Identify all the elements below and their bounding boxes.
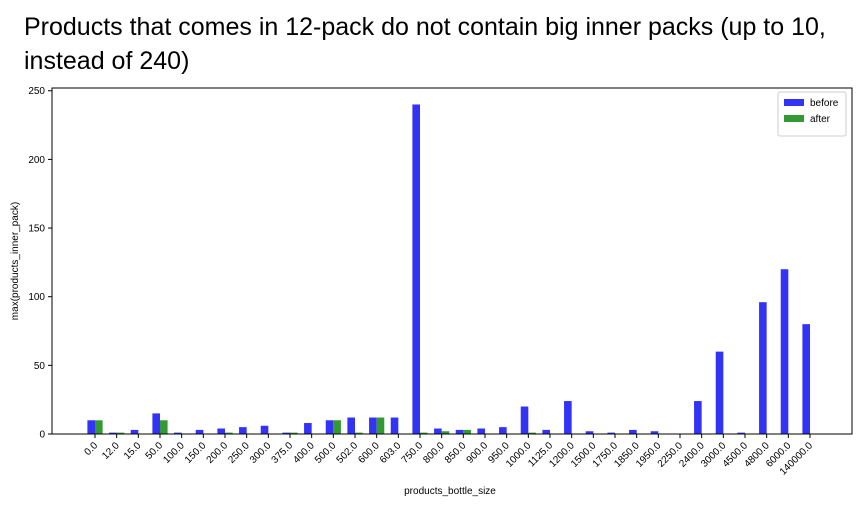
y-tick-label: 50 (34, 361, 46, 372)
x-tick-label: 200.0 (205, 440, 231, 466)
legend-label: before (810, 98, 839, 109)
y-tick-label: 250 (28, 86, 45, 97)
bar (116, 432, 125, 434)
x-tick-label: 603.0 (378, 440, 404, 466)
x-tick-label: 100.0 (161, 440, 187, 466)
bar (195, 429, 204, 434)
bar (629, 429, 637, 434)
x-tick-label: 150.0 (183, 440, 209, 466)
x-tick-label: 0.0 (83, 440, 101, 458)
bar (420, 432, 428, 434)
bar (412, 104, 420, 434)
bar (347, 417, 355, 434)
bar (650, 431, 659, 434)
bar (463, 429, 471, 434)
x-tick-label: 850.0 (443, 440, 469, 466)
bar (759, 302, 767, 434)
bar (520, 406, 529, 434)
bar (694, 401, 702, 434)
x-axis-label: products_bottle_size (404, 486, 496, 497)
bar (160, 420, 168, 434)
bar (802, 324, 810, 434)
bar (780, 269, 789, 434)
bar (325, 420, 334, 434)
bar (499, 427, 507, 434)
bar (109, 432, 117, 434)
y-tick-label: 150 (28, 224, 45, 235)
bar (390, 417, 399, 434)
bar (542, 429, 550, 434)
bar (95, 420, 103, 434)
bar (441, 431, 450, 434)
bar (477, 428, 485, 434)
x-tick-label: 500.0 (313, 440, 339, 466)
bar (174, 432, 182, 434)
chart-title: Products that comes in 12-pack do not co… (24, 13, 826, 75)
bar (260, 425, 269, 434)
x-tick-label: 400.0 (291, 440, 317, 466)
legend-label: after (810, 114, 831, 125)
plot-frame (51, 87, 853, 435)
bar (225, 432, 233, 434)
bar (130, 429, 139, 434)
y-axis-label: max(products_inner_pack) (10, 202, 21, 320)
x-tick-label: 300.0 (248, 440, 274, 466)
legend-swatch (784, 99, 804, 106)
bar (715, 351, 724, 434)
x-tick-label: 15.0 (122, 440, 144, 462)
y-tick-label: 100 (28, 292, 45, 303)
x-tick-label: 250.0 (226, 440, 252, 466)
x-tick-label: 900.0 (465, 440, 491, 466)
bar (434, 428, 442, 434)
bar (737, 432, 745, 434)
x-tick-label: 750.0 (400, 440, 426, 466)
bar (217, 428, 225, 434)
y-tick-label: 200 (28, 155, 45, 166)
bar (564, 401, 572, 434)
x-tick-label: 375.0 (270, 440, 296, 466)
bar (376, 417, 385, 434)
bar (585, 431, 594, 434)
x-tick-label: 800.0 (421, 440, 447, 466)
bar (369, 417, 377, 434)
bar (282, 432, 290, 434)
bar (455, 429, 464, 434)
bar (152, 413, 160, 434)
bar (290, 432, 298, 434)
bar (355, 432, 363, 434)
x-tick-label: 502.0 (335, 440, 361, 466)
x-tick-label: 12.0 (100, 440, 122, 462)
legend-swatch (784, 115, 804, 122)
bar (239, 427, 247, 434)
bar (304, 423, 312, 434)
y-tick-label: 0 (39, 430, 45, 441)
bar (87, 420, 95, 434)
bar (528, 432, 536, 434)
x-tick-label: 600.0 (356, 440, 382, 466)
bar (333, 420, 341, 434)
bar (607, 432, 615, 434)
